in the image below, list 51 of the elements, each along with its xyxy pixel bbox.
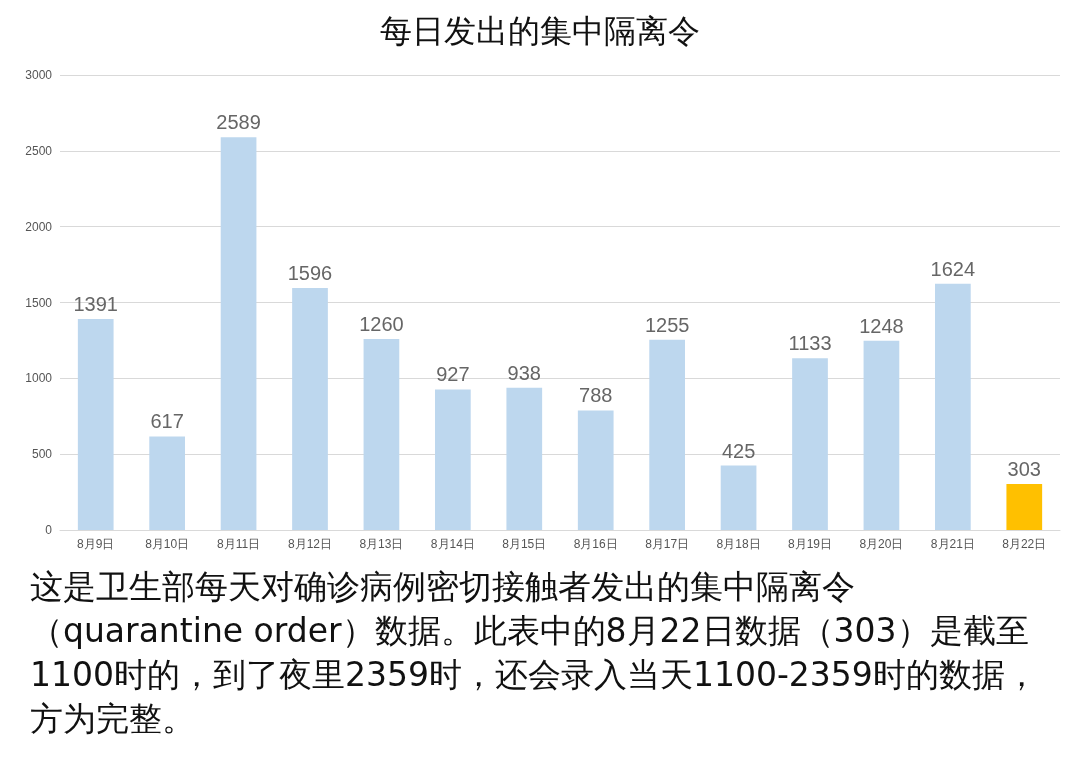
bar bbox=[792, 358, 828, 530]
bar bbox=[649, 339, 685, 530]
x-tick-label: 8月9日 bbox=[77, 537, 115, 551]
data-label: 1255 bbox=[644, 313, 690, 336]
data-label: 1391 bbox=[73, 293, 118, 316]
x-tick-label: 8月17日 bbox=[645, 537, 690, 551]
data-label: 1624 bbox=[930, 257, 976, 280]
bar bbox=[1006, 484, 1043, 530]
bar bbox=[577, 410, 614, 530]
bar bbox=[363, 338, 400, 530]
x-tick-label: 8月19日 bbox=[787, 537, 833, 551]
data-label: 2589 bbox=[216, 111, 261, 134]
data-label: 303 bbox=[1007, 458, 1041, 481]
text: 这是卫生部每天对确诊病例密切接触者发出的集中隔离令（quarantine order）数据。此表中的8月22日数据（303）是截至1100时的，到了夜里2359时，还会录入当天1100-2359时的数据，方为完整。 bbox=[30, 566, 1039, 740]
x-tick-label: 8月11日 bbox=[217, 537, 261, 551]
y-tick-label: 1500 bbox=[25, 295, 53, 310]
data-label: 927 bbox=[436, 363, 470, 386]
data-label: 617 bbox=[150, 410, 184, 433]
x-tick-label: 8月20日 bbox=[859, 537, 904, 551]
x-tick-label: 8月10日 bbox=[145, 537, 190, 551]
bar bbox=[720, 465, 757, 530]
bar bbox=[506, 387, 543, 530]
y-tick-label: 1000 bbox=[25, 371, 53, 386]
bar bbox=[149, 436, 185, 530]
bar bbox=[435, 389, 471, 530]
data-label: 788 bbox=[579, 384, 613, 407]
y-tick-label: 500 bbox=[31, 447, 53, 462]
x-tick-label: 8月21日 bbox=[930, 537, 975, 551]
bar bbox=[935, 283, 971, 530]
y-tick-label: 2500 bbox=[25, 143, 53, 158]
x-tick-label: 8月13日 bbox=[359, 537, 404, 551]
bar bbox=[292, 287, 328, 530]
y-tick-label: 3000 bbox=[25, 68, 53, 82]
y-tick-label: 2000 bbox=[25, 219, 53, 234]
bar bbox=[863, 340, 900, 530]
data-label: 938 bbox=[507, 361, 541, 384]
x-tick-label: 8月22日 bbox=[1002, 537, 1047, 551]
chart-title: 每日发出的集中隔离令 bbox=[380, 13, 700, 49]
x-tick-label: 8月16日 bbox=[573, 537, 618, 551]
y-tick-label: 0 bbox=[45, 523, 53, 537]
data-label: 1596 bbox=[287, 261, 333, 284]
data-label: 1133 bbox=[788, 332, 832, 355]
data-label: 425 bbox=[721, 439, 756, 462]
data-label: 1260 bbox=[359, 312, 404, 335]
x-tick-label: 8月15日 bbox=[502, 537, 547, 551]
x-tick-label: 8月14日 bbox=[430, 537, 475, 551]
x-tick-label: 8月18日 bbox=[716, 537, 761, 551]
data-label: 1248 bbox=[859, 314, 904, 337]
bar bbox=[220, 137, 257, 530]
bar bbox=[77, 319, 114, 530]
x-tick-label: 8月12日 bbox=[287, 537, 333, 551]
